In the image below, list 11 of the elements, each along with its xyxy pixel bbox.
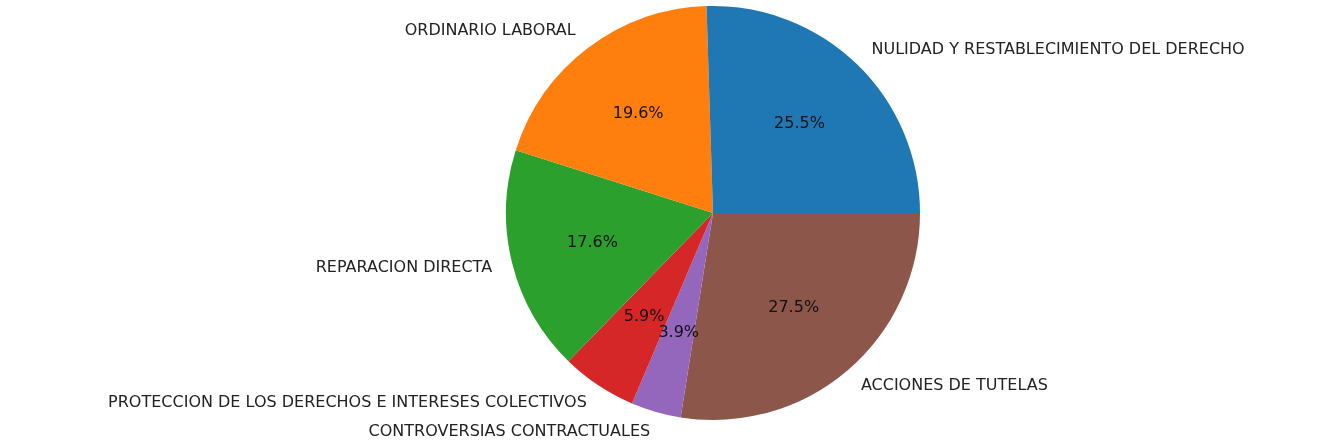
data-label: 5.9% (623, 305, 665, 325)
slice-label: NULIDAD Y RESTABLECIMIENTO DEL DERECHO (871, 38, 1245, 58)
data-label: 19.6% (612, 103, 664, 123)
slice-label: ACCIONES DE TUTELAS (860, 375, 1048, 395)
slice-label: PROTECCION DE LOS DERECHOS E INTERESES COLECTIVOS (108, 391, 587, 411)
slice-label: ORDINARIO LABORAL (404, 20, 576, 40)
slice-label: REPARACION DIRECTA (315, 257, 493, 277)
slice-label: CONTROVERSIAS CONTRACTUALES (368, 421, 651, 441)
data-label: 25.5% (774, 112, 825, 132)
data-label: 27.5% (768, 296, 820, 316)
data-label: 17.6% (567, 232, 618, 252)
